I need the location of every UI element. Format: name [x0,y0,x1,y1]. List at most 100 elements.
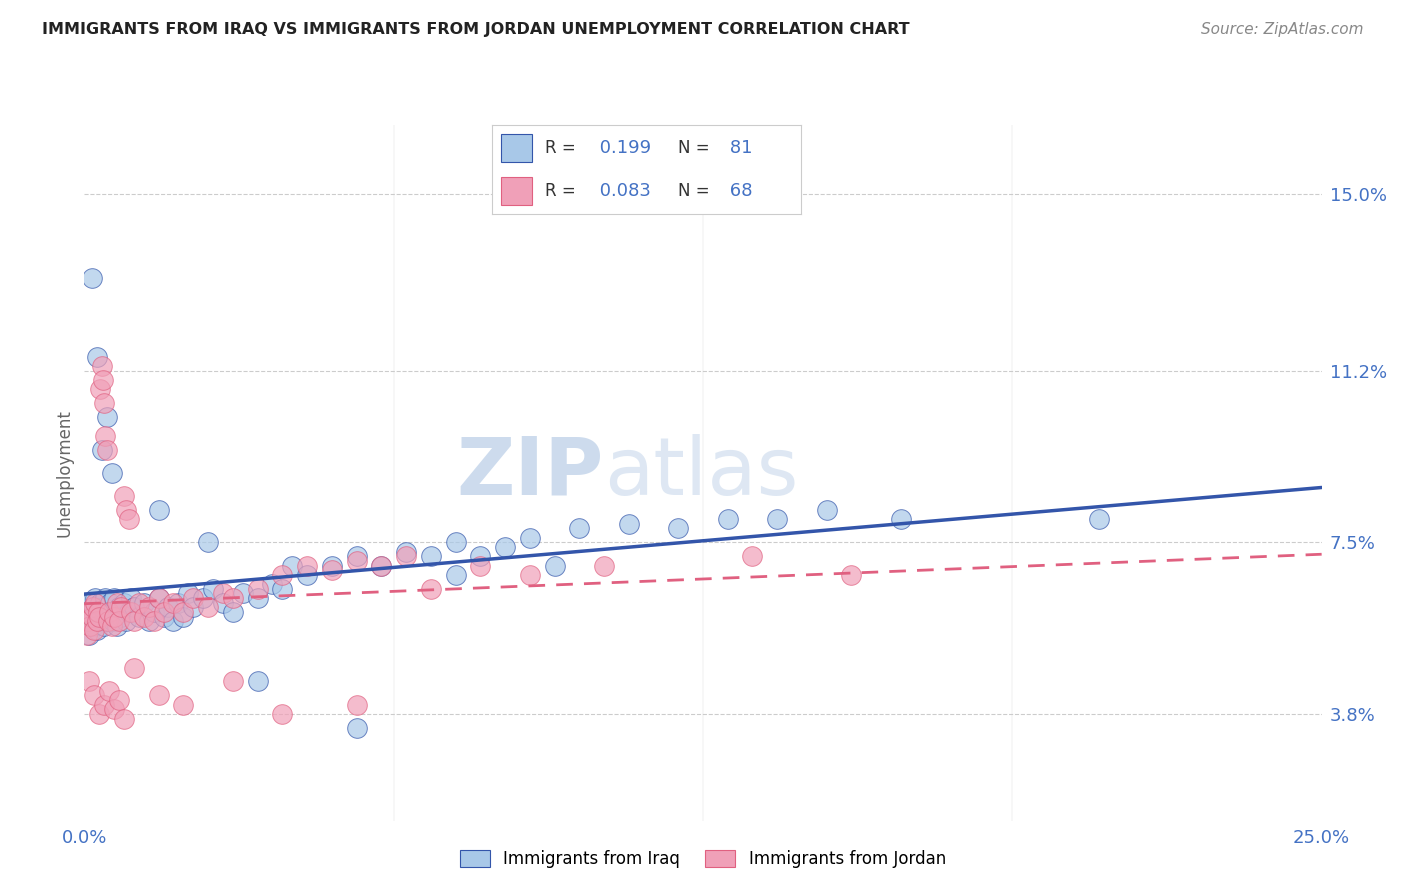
Point [87,605,110,619]
Point [543,558,565,573]
Point [115,503,138,517]
Point [90,609,112,624]
Text: ZIP: ZIP [457,434,605,512]
Point [100,605,122,619]
Point [890,512,912,526]
Point [110,609,132,624]
Point [97,605,120,619]
Text: atlas: atlas [605,434,799,512]
Point [138,600,160,615]
Point [93,698,115,712]
Point [1088,512,1111,526]
Point [94,428,117,442]
Point [96,614,118,628]
Point [128,596,150,610]
Point [617,516,640,531]
Point [271,582,294,596]
Point [666,521,689,535]
Point [83,689,105,703]
Point [101,614,124,628]
Legend: Immigrants from Iraq, Immigrants from Jordan: Immigrants from Iraq, Immigrants from Jo… [454,844,952,875]
Point [86,350,108,364]
Point [100,619,122,633]
Point [271,567,294,582]
Point [128,609,150,624]
Point [246,591,269,605]
Point [132,609,155,624]
Point [79,628,101,642]
Point [148,689,170,703]
Point [138,614,160,628]
Point [84,591,107,605]
Point [120,605,142,619]
Point [122,614,145,628]
Point [157,600,180,615]
Point [93,396,115,410]
Text: IMMIGRANTS FROM IRAQ VS IMMIGRANTS FROM JORDAN UNEMPLOYMENT CORRELATION CHART: IMMIGRANTS FROM IRAQ VS IMMIGRANTS FROM … [42,22,910,37]
Point [79,605,101,619]
Point [112,489,135,503]
Point [90,442,112,457]
Point [82,600,104,615]
Point [177,586,200,600]
FancyBboxPatch shape [502,177,533,205]
Point [172,605,194,619]
Point [232,586,254,600]
Y-axis label: Unemployment: Unemployment [55,409,73,537]
Point [89,609,111,624]
Point [83,619,105,633]
Text: R =: R = [544,139,581,157]
Text: Source: ZipAtlas.com: Source: ZipAtlas.com [1201,22,1364,37]
Point [108,614,131,628]
Point [346,721,368,735]
Point [98,683,121,698]
Point [110,600,132,615]
Point [162,596,184,610]
Point [419,549,441,564]
Point [246,674,269,689]
Point [148,591,170,605]
Point [76,628,98,642]
Point [83,624,105,638]
Point [295,567,318,582]
Point [152,609,174,624]
Text: 0.083: 0.083 [595,182,651,200]
Point [568,521,591,535]
Point [346,698,368,712]
Point [148,591,170,605]
Point [77,605,100,619]
Point [370,558,392,573]
Point [98,596,121,610]
Point [172,609,194,624]
Point [152,605,174,619]
Point [321,558,343,573]
Point [103,609,125,624]
Text: N =: N = [678,182,714,200]
Point [80,609,103,624]
Point [103,702,125,716]
Point [766,512,789,526]
Point [97,614,120,628]
Point [395,544,418,558]
Point [167,596,190,610]
Point [222,674,245,689]
Point [148,503,170,517]
Point [96,410,118,425]
Point [222,591,245,605]
Point [172,698,194,712]
Point [112,712,135,726]
Point [346,549,368,564]
Point [79,674,101,689]
Point [89,382,111,396]
Point [212,586,235,600]
Point [108,693,131,707]
Point [93,619,115,633]
Point [118,605,141,619]
Point [212,596,235,610]
Point [444,567,467,582]
Point [132,596,155,610]
Point [815,503,838,517]
Point [593,558,616,573]
Point [321,563,343,577]
Point [80,609,103,624]
